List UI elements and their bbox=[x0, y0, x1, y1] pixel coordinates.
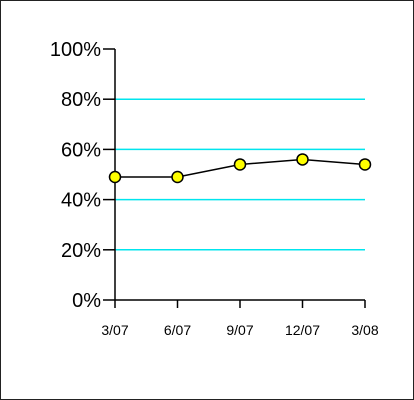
y-tick-label-40: 40% bbox=[61, 190, 101, 212]
y-tick-label-80: 80% bbox=[61, 89, 101, 111]
x-tick-label-0: 3/07 bbox=[101, 322, 128, 338]
x-tick-labels: 3/07 6/07 9/07 12/07 3/08 bbox=[101, 322, 378, 338]
data-point-9-07 bbox=[233, 158, 247, 171]
data-point-12-07 bbox=[296, 153, 309, 166]
data-point-3-08 bbox=[358, 158, 372, 171]
data-series bbox=[108, 153, 372, 184]
y-tick-label-0: 0% bbox=[72, 290, 101, 312]
data-point-3-07 bbox=[108, 170, 122, 184]
x-tick-label-4: 3/08 bbox=[351, 322, 378, 338]
y-tick-label-20: 20% bbox=[61, 240, 101, 262]
gridlines bbox=[115, 98, 365, 251]
data-point-6-07 bbox=[171, 170, 184, 184]
y-tick-label-60: 60% bbox=[61, 139, 101, 161]
y-tick-label-100: 100% bbox=[50, 39, 101, 61]
axes bbox=[103, 48, 366, 308]
x-tick-label-1: 6/07 bbox=[164, 322, 191, 338]
x-tick-label-2: 9/07 bbox=[226, 322, 253, 338]
y-tick-labels: 0% 20% 40% 60% 80% 100% bbox=[50, 39, 101, 312]
x-tick-label-3: 12/07 bbox=[285, 322, 320, 338]
